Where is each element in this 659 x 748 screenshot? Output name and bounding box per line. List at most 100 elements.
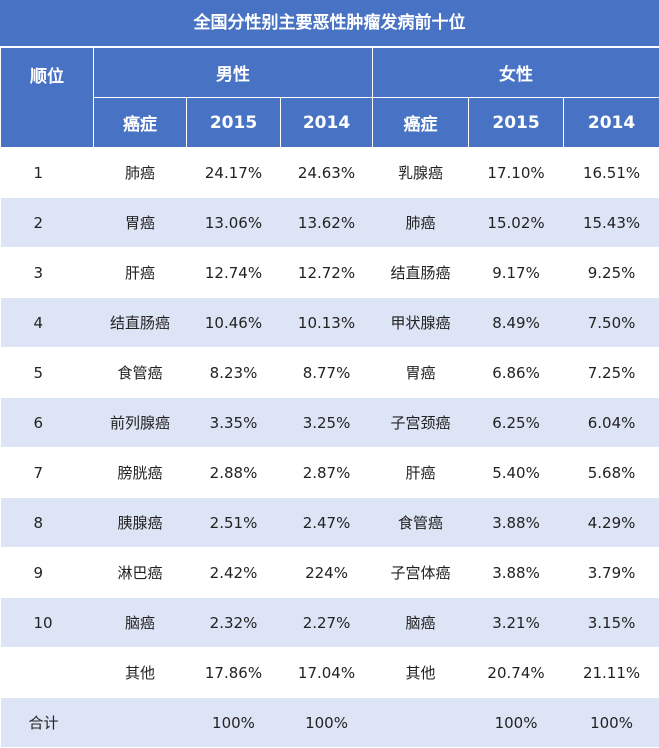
male-2015-cell: 2.42% (187, 548, 281, 598)
male-2014-cell: 2.47% (281, 498, 373, 548)
male-2015-cell: 24.17% (187, 148, 281, 198)
female-2015-cell: 15.02% (469, 198, 564, 248)
female-cancer-cell: 食管癌 (373, 498, 469, 548)
female-2014-cell: 100% (564, 698, 659, 748)
male-cancer-cell: 前列腺癌 (94, 398, 187, 448)
female-2015-cell: 6.25% (469, 398, 564, 448)
male-2014-cell: 10.13% (281, 298, 373, 348)
female-cancer-cell: 子宫体癌 (373, 548, 469, 598)
female-2015-cell: 6.86% (469, 348, 564, 398)
female-2014-cell: 21.11% (564, 648, 659, 698)
header-female-cancer: 癌症 (373, 98, 469, 148)
rank-cell: 1 (1, 148, 94, 198)
male-cancer-cell: 胰腺癌 (94, 498, 187, 548)
female-2014-cell: 15.43% (564, 198, 659, 248)
rank-cell: 2 (1, 198, 94, 248)
female-2015-cell: 9.17% (469, 248, 564, 298)
male-2014-cell: 100% (281, 698, 373, 748)
male-2014-cell: 24.63% (281, 148, 373, 198)
male-cancer-cell: 食管癌 (94, 348, 187, 398)
female-2014-cell: 7.50% (564, 298, 659, 348)
male-cancer-cell: 淋巴癌 (94, 548, 187, 598)
male-2014-cell: 3.25% (281, 398, 373, 448)
header-female-2014: 2014 (564, 98, 659, 148)
female-2014-cell: 3.79% (564, 548, 659, 598)
male-2015-cell: 10.46% (187, 298, 281, 348)
female-2015-cell: 3.21% (469, 598, 564, 648)
female-cancer-cell: 肺癌 (373, 198, 469, 248)
female-2015-cell: 17.10% (469, 148, 564, 198)
header-female: 女性 (373, 48, 659, 98)
male-cancer-cell: 其他 (94, 648, 187, 698)
male-cancer-cell: 膀胱癌 (94, 448, 187, 498)
male-2015-cell: 3.35% (187, 398, 281, 448)
female-2015-cell: 3.88% (469, 498, 564, 548)
male-2015-cell: 2.32% (187, 598, 281, 648)
table-title: 全国分性别主要恶性肿瘤发病前十位 (0, 0, 659, 47)
female-2015-cell: 8.49% (469, 298, 564, 348)
male-2015-cell: 12.74% (187, 248, 281, 298)
rank-cell: 合计 (1, 698, 94, 748)
male-cancer-cell: 肝癌 (94, 248, 187, 298)
rank-cell: 7 (1, 448, 94, 498)
rank-cell (1, 648, 94, 698)
rank-cell: 5 (1, 348, 94, 398)
rank-cell: 6 (1, 398, 94, 448)
male-cancer-cell: 肺癌 (94, 148, 187, 198)
male-2014-cell: 2.27% (281, 598, 373, 648)
male-2014-cell: 2.87% (281, 448, 373, 498)
female-2014-cell: 7.25% (564, 348, 659, 398)
female-cancer-cell: 乳腺癌 (373, 148, 469, 198)
male-2015-cell: 17.86% (187, 648, 281, 698)
header-male: 男性 (94, 48, 373, 98)
female-cancer-cell: 肝癌 (373, 448, 469, 498)
female-2015-cell: 20.74% (469, 648, 564, 698)
rank-cell: 4 (1, 298, 94, 348)
male-2014-cell: 13.62% (281, 198, 373, 248)
rank-cell: 10 (1, 598, 94, 648)
header-male-2015: 2015 (187, 98, 281, 148)
male-2014-cell: 17.04% (281, 648, 373, 698)
male-2014-cell: 8.77% (281, 348, 373, 398)
male-cancer-cell (94, 698, 187, 748)
female-cancer-cell: 子宫颈癌 (373, 398, 469, 448)
female-cancer-cell (373, 698, 469, 748)
male-2014-cell: 12.72% (281, 248, 373, 298)
female-2015-cell: 5.40% (469, 448, 564, 498)
female-cancer-cell: 脑癌 (373, 598, 469, 648)
male-2015-cell: 8.23% (187, 348, 281, 398)
header-female-2015: 2015 (469, 98, 564, 148)
male-2015-cell: 2.51% (187, 498, 281, 548)
female-2014-cell: 4.29% (564, 498, 659, 548)
female-2014-cell: 3.15% (564, 598, 659, 648)
female-2014-cell: 9.25% (564, 248, 659, 298)
female-cancer-cell: 结直肠癌 (373, 248, 469, 298)
male-2014-cell: 224% (281, 548, 373, 598)
rank-cell: 3 (1, 248, 94, 298)
header-rank: 顺位 (1, 48, 94, 148)
header-male-2014: 2014 (281, 98, 373, 148)
female-2014-cell: 5.68% (564, 448, 659, 498)
female-cancer-cell: 胃癌 (373, 348, 469, 398)
male-2015-cell: 13.06% (187, 198, 281, 248)
male-2015-cell: 100% (187, 698, 281, 748)
female-2014-cell: 6.04% (564, 398, 659, 448)
rank-cell: 8 (1, 498, 94, 548)
male-cancer-cell: 脑癌 (94, 598, 187, 648)
male-cancer-cell: 结直肠癌 (94, 298, 187, 348)
female-2014-cell: 16.51% (564, 148, 659, 198)
male-cancer-cell: 胃癌 (94, 198, 187, 248)
male-2015-cell: 2.88% (187, 448, 281, 498)
